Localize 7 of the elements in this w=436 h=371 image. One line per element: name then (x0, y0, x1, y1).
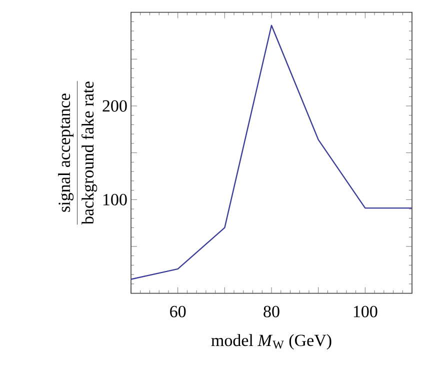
x-tick-label: 80 (264, 306, 280, 318)
y-axis-title: $\frac{\mathrm{signal\ acceptance}}{\mathrm{background\ fake\ rate}}$ (58, 81, 98, 225)
x-axis-title: model M$_{W}$ (GeV) (211, 334, 332, 350)
x-tick-label: 60 (170, 306, 186, 318)
line-series (131, 24, 412, 280)
x-tick-label: 100 (354, 306, 378, 318)
y-tick-label: 200 (102, 100, 127, 112)
